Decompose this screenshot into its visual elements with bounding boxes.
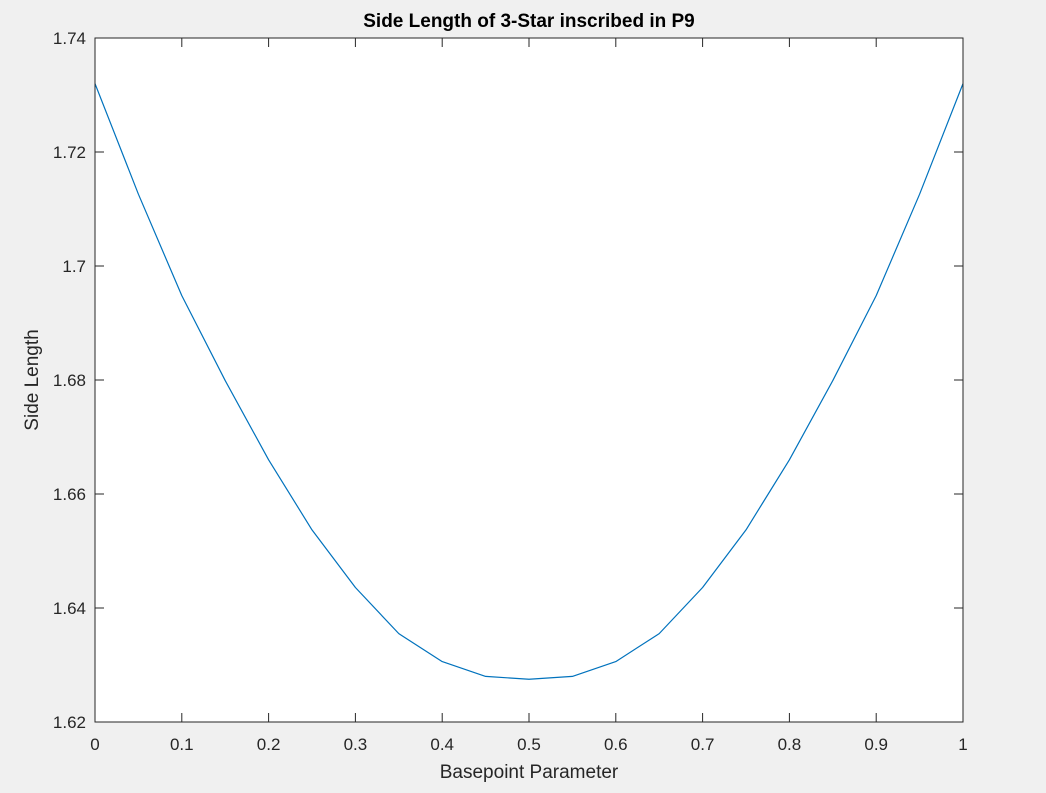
y-tick-label: 1.72 — [53, 143, 86, 162]
x-tick-label: 0.8 — [778, 735, 802, 754]
y-tick-label: 1.66 — [53, 485, 86, 504]
x-tick-label: 0.2 — [257, 735, 281, 754]
x-tick-label: 0.5 — [517, 735, 541, 754]
y-tick-labels: 1.62 1.64 1.66 1.68 1.7 1.72 1.74 — [53, 29, 86, 732]
y-tick-label: 1.68 — [53, 371, 86, 390]
x-tick-label: 0.7 — [691, 735, 715, 754]
x-axis-label: Basepoint Parameter — [440, 762, 619, 783]
y-tick-label: 1.64 — [53, 599, 86, 618]
x-tick-label: 0.4 — [430, 735, 454, 754]
y-tick-label: 1.74 — [53, 29, 86, 48]
x-tick-label: 1 — [958, 735, 967, 754]
x-tick-label: 0.6 — [604, 735, 628, 754]
x-tick-label: 0 — [90, 735, 99, 754]
x-tick-labels: 0 0.1 0.2 0.3 0.4 0.5 0.6 0.7 0.8 0.9 1 — [90, 735, 967, 754]
x-tick-label: 0.9 — [864, 735, 888, 754]
y-axis-label: Side Length — [22, 329, 43, 430]
y-tick-label: 1.62 — [53, 713, 86, 732]
chart-title: Side Length of 3-Star inscribed in P9 — [363, 11, 695, 32]
x-tick-label: 0.1 — [170, 735, 194, 754]
x-tick-label: 0.3 — [344, 735, 368, 754]
y-tick-label: 1.7 — [62, 257, 86, 276]
